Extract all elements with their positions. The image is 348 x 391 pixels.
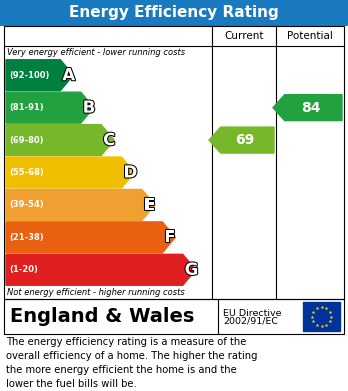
Text: (1-20): (1-20) bbox=[9, 265, 38, 274]
Text: (55-68): (55-68) bbox=[9, 168, 44, 177]
Polygon shape bbox=[6, 190, 155, 221]
Text: C: C bbox=[103, 131, 115, 149]
Text: B: B bbox=[83, 99, 95, 117]
Polygon shape bbox=[273, 95, 342, 120]
Text: G: G bbox=[185, 261, 198, 279]
Text: F: F bbox=[164, 228, 176, 246]
Polygon shape bbox=[6, 125, 114, 156]
Polygon shape bbox=[6, 60, 73, 91]
Text: (21-38): (21-38) bbox=[9, 233, 44, 242]
Text: Potential: Potential bbox=[287, 31, 333, 41]
Bar bbox=[303, 302, 340, 331]
Text: 2002/91/EC: 2002/91/EC bbox=[223, 316, 278, 325]
Text: (81-91): (81-91) bbox=[9, 103, 44, 112]
Text: (92-100): (92-100) bbox=[9, 71, 49, 80]
Polygon shape bbox=[6, 157, 135, 188]
Polygon shape bbox=[6, 254, 196, 285]
Text: A: A bbox=[62, 66, 75, 84]
Text: The energy efficiency rating is a measure of the
overall efficiency of a home. T: The energy efficiency rating is a measur… bbox=[6, 337, 258, 389]
Text: EU Directive: EU Directive bbox=[223, 308, 282, 317]
Text: England & Wales: England & Wales bbox=[10, 307, 195, 326]
Text: 69: 69 bbox=[235, 133, 255, 147]
Text: D: D bbox=[124, 163, 137, 181]
Bar bbox=[0, 0, 348, 26]
Polygon shape bbox=[6, 92, 94, 123]
Text: Current: Current bbox=[224, 31, 264, 41]
Text: (69-80): (69-80) bbox=[9, 136, 44, 145]
Text: 84: 84 bbox=[301, 100, 321, 115]
Bar bbox=[4, 299, 344, 334]
Text: Very energy efficient - lower running costs: Very energy efficient - lower running co… bbox=[7, 48, 185, 57]
Bar bbox=[4, 26, 344, 299]
Text: Not energy efficient - higher running costs: Not energy efficient - higher running co… bbox=[7, 288, 185, 297]
Text: E: E bbox=[144, 196, 155, 214]
Text: (39-54): (39-54) bbox=[9, 201, 44, 210]
Polygon shape bbox=[6, 222, 175, 253]
Text: Energy Efficiency Rating: Energy Efficiency Rating bbox=[69, 5, 279, 20]
Polygon shape bbox=[209, 127, 274, 153]
